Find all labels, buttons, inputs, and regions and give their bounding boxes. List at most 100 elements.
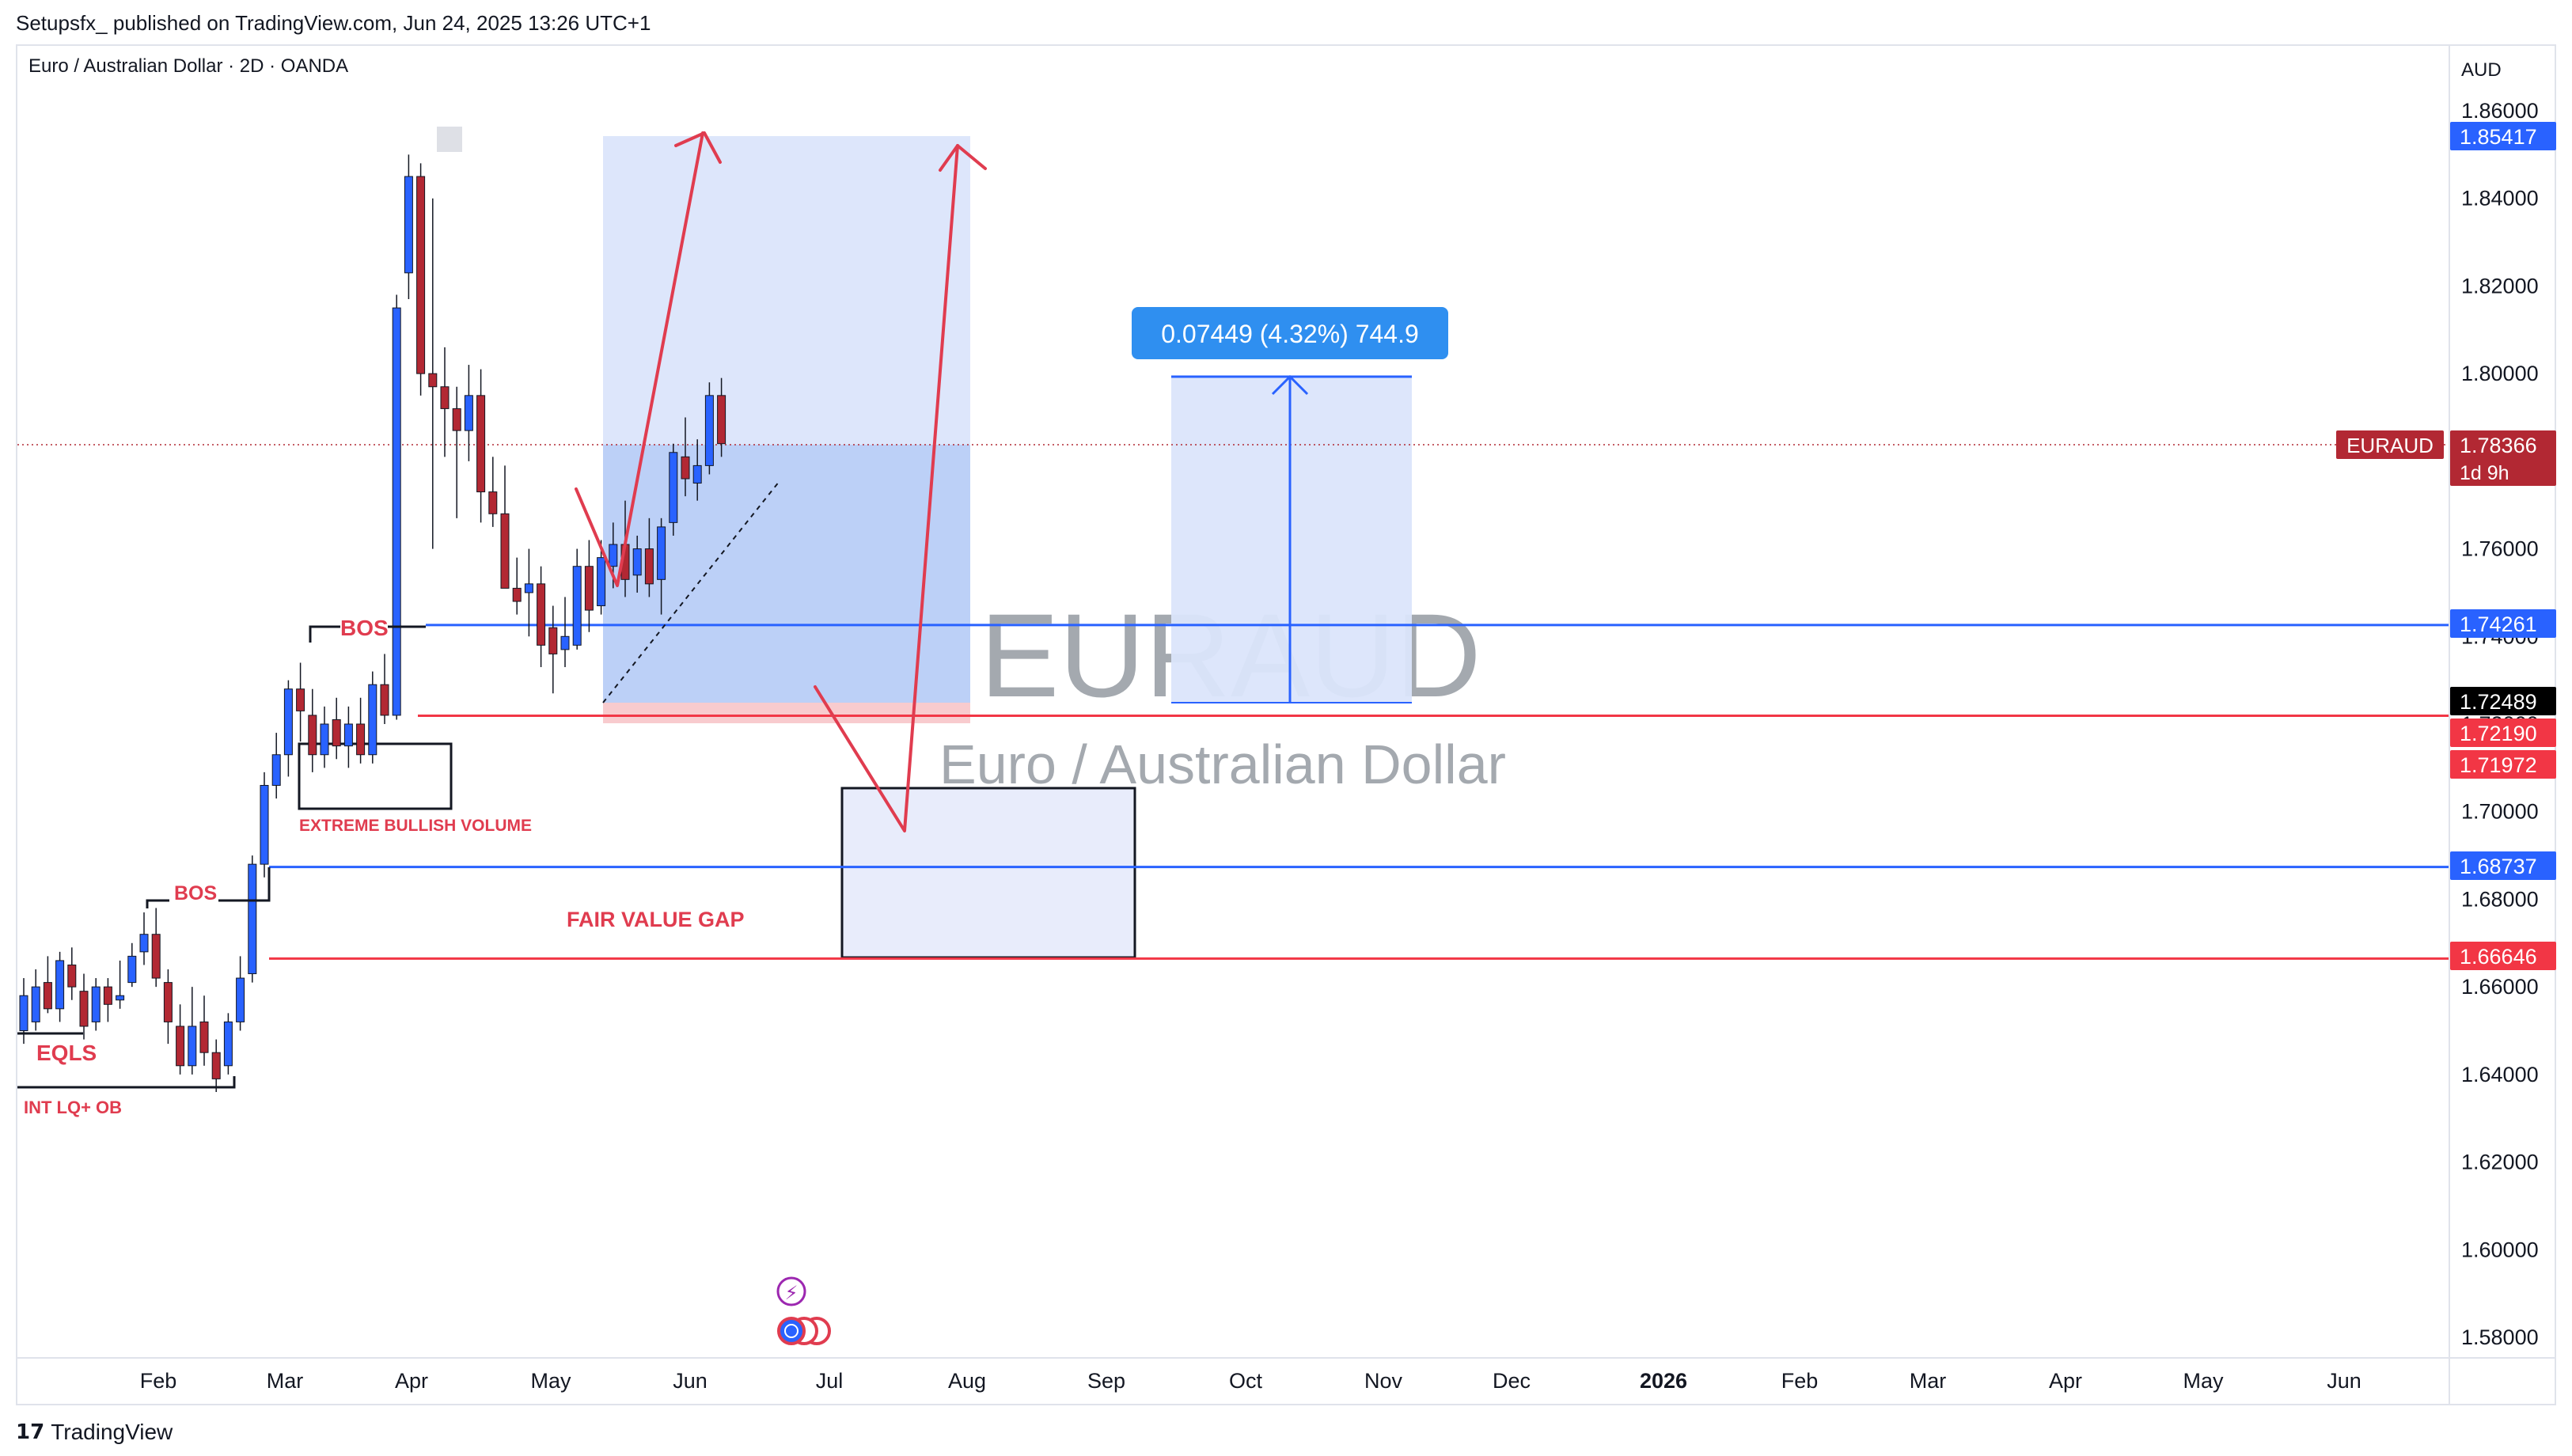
- high-highlight: [437, 127, 462, 152]
- time-tick-label: Oct: [1229, 1369, 1263, 1393]
- time-tick-label: Feb: [140, 1369, 177, 1393]
- currency-label: AUD: [2461, 59, 2502, 81]
- int-lq-ob-label: INT LQ+ OB: [24, 1098, 122, 1117]
- price-tick-label: 1.76000: [2461, 537, 2539, 561]
- price-tag: [2450, 851, 2556, 880]
- price-tick-label: 1.86000: [2461, 99, 2539, 123]
- price-tag-value: 1.68737: [2460, 855, 2537, 878]
- candle-body: [283, 688, 293, 756]
- symbol-tag: [2336, 430, 2444, 459]
- candle-body: [236, 977, 245, 1022]
- candle-body: [392, 307, 401, 716]
- measure-label-text: 0.07449 (4.32%) 744.9: [1161, 320, 1419, 348]
- time-tick-label: Mar: [1910, 1369, 1947, 1393]
- price-tick-label: 1.68000: [2461, 887, 2539, 911]
- svg-text:⚡: ⚡: [785, 1282, 799, 1304]
- price-tag: [2450, 430, 2556, 486]
- target-zone-upper: [603, 136, 970, 445]
- measure-zone: [1171, 377, 1412, 703]
- candle-body: [560, 635, 570, 650]
- price-tick-label: 1.82000: [2461, 274, 2539, 298]
- watermark-name: Euro / Australian Dollar: [939, 734, 1506, 795]
- candle-body: [103, 986, 112, 1005]
- candle-body: [43, 982, 52, 1010]
- candle-body: [669, 452, 678, 523]
- candle-body: [416, 176, 426, 374]
- time-tick-label: Sep: [1087, 1369, 1125, 1393]
- candle-body: [681, 456, 690, 480]
- time-tick-label: Mar: [267, 1369, 304, 1393]
- candle-body: [476, 395, 486, 493]
- candle-body: [548, 627, 558, 654]
- candle-body: [657, 526, 666, 580]
- price-tick-label: 1.80000: [2461, 362, 2539, 385]
- candle-body: [524, 583, 533, 593]
- price-tag-value: 1.74261: [2460, 612, 2537, 636]
- tradingview-logo[interactable]: 17 TradingView: [16, 1416, 173, 1448]
- candle-body: [223, 1021, 233, 1067]
- lightning-event-icon[interactable]: ⚡: [776, 1276, 806, 1306]
- candle-body: [488, 491, 498, 514]
- candles-layer: [19, 154, 726, 1092]
- time-tick-label: 2026: [1640, 1369, 1687, 1393]
- price-tag: [2450, 122, 2556, 150]
- bos-lower-right: [218, 867, 271, 902]
- price-tick-label: 1.58000: [2461, 1325, 2539, 1349]
- price-tag-value: 1.72190: [2460, 722, 2537, 745]
- candle-body: [163, 982, 173, 1022]
- candle-body: [176, 1026, 185, 1067]
- candle-body: [31, 986, 40, 1022]
- price-tag: [2450, 687, 2556, 715]
- measure-arrowhead: [1271, 374, 1309, 396]
- price-tag: [2450, 942, 2556, 970]
- candle-body: [644, 548, 654, 585]
- fair-value-gap-label: FAIR VALUE GAP: [567, 908, 745, 931]
- tradingview-mark-icon: 17: [16, 1420, 45, 1444]
- price-axis[interactable]: 1.860001.840001.820001.800001.780001.760…: [2449, 44, 2539, 1405]
- drawings-layer: [17, 131, 1412, 1089]
- candle-body: [597, 557, 606, 607]
- time-tick-label: Apr: [395, 1369, 428, 1393]
- candle-body: [79, 991, 89, 1027]
- projection-arrow-1: [575, 131, 704, 587]
- price-tag-value: 1.72489: [2460, 690, 2537, 714]
- candle-body: [248, 863, 257, 975]
- price-tick-label: 1.66000: [2461, 975, 2539, 999]
- time-tick-label: Apr: [2049, 1369, 2082, 1393]
- candle-body: [199, 1021, 209, 1053]
- bos-upper-left: [309, 625, 340, 643]
- time-axis[interactable]: Feb Mar Apr May Jun Jul Aug Sep Oct Nov Dec 2026 Feb…: [16, 1357, 2556, 1393]
- price-tag: [2450, 719, 2556, 747]
- candle-body: [404, 176, 413, 274]
- time-tick-label: Jul: [816, 1369, 844, 1393]
- candle-body: [632, 548, 642, 576]
- candle-body: [116, 995, 125, 1001]
- price-tags: 1.85417 1.78366 1d 9h EURAUD 1.74261 1.72489 1…: [2336, 122, 2556, 970]
- candle-body: [464, 395, 473, 431]
- time-tick-label: May: [2183, 1369, 2224, 1393]
- price-tag-value: 1.66646: [2460, 945, 2537, 969]
- candle-body: [67, 964, 77, 988]
- candle-body: [428, 373, 438, 388]
- time-tick-label: Nov: [1364, 1369, 1403, 1393]
- candle-body: [572, 566, 582, 646]
- candle-body: [260, 785, 269, 865]
- price-tag-countdown: 1d 9h: [2460, 462, 2509, 484]
- tradingview-brand: TradingView: [51, 1420, 173, 1444]
- candle-body: [356, 723, 366, 756]
- levels-layer: [17, 444, 2449, 960]
- eqls-label: EQLS: [36, 1041, 97, 1065]
- candle-body: [271, 754, 281, 786]
- time-tick-label: Aug: [948, 1369, 986, 1393]
- measure-label-box[interactable]: 0.07449 (4.32%) 744.9: [1132, 307, 1448, 359]
- candle-body: [368, 684, 377, 756]
- candle-body: [139, 934, 149, 953]
- price-tick-label: 1.70000: [2461, 800, 2539, 824]
- price-tag-value: 1.71972: [2460, 753, 2537, 777]
- price-tag-value: 1.78366: [2460, 434, 2537, 457]
- economic-events-icon[interactable]: [777, 1317, 831, 1345]
- price-tick-label: 1.62000: [2461, 1151, 2539, 1174]
- price-tick-label: 1.60000: [2461, 1238, 2539, 1261]
- candle-body: [296, 688, 305, 711]
